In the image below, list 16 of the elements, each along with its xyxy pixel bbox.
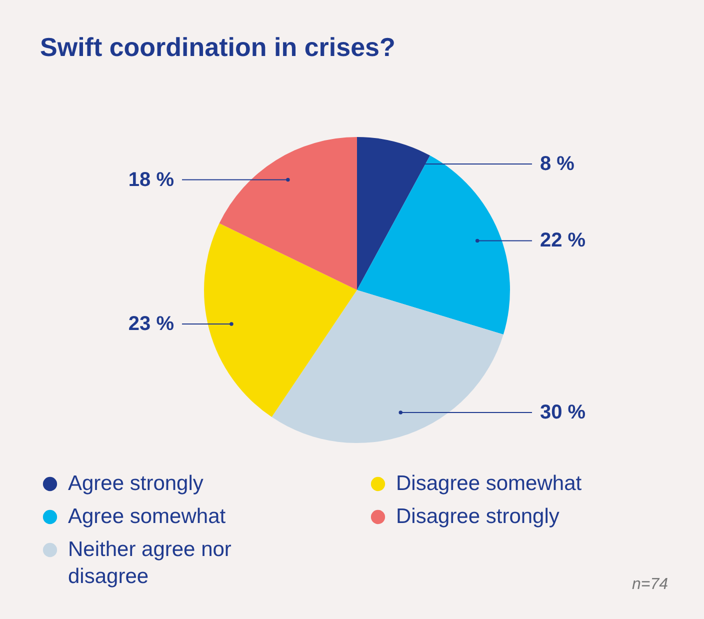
legend-label: Agree strongly	[68, 472, 204, 495]
data-label: 30 %	[540, 402, 586, 424]
legend-label: Disagree somewhat	[396, 472, 582, 495]
pie-slice	[219, 137, 357, 290]
legend-label: Disagree strongly	[396, 505, 560, 528]
pie-slice	[204, 223, 357, 418]
data-label: 22 %	[540, 230, 586, 252]
pie-slice	[272, 290, 504, 443]
legend-label: Agree somewhat	[68, 505, 226, 528]
data-label: 23 %	[128, 312, 174, 335]
data-label: 8 %	[540, 152, 575, 175]
text: n=74	[632, 576, 668, 593]
pie-slice	[357, 156, 510, 335]
legend-label: Neither agree nor disagree	[68, 538, 232, 588]
data-label: 18 %	[128, 168, 174, 191]
chart-title: Swift coordination in crises?	[40, 32, 396, 62]
